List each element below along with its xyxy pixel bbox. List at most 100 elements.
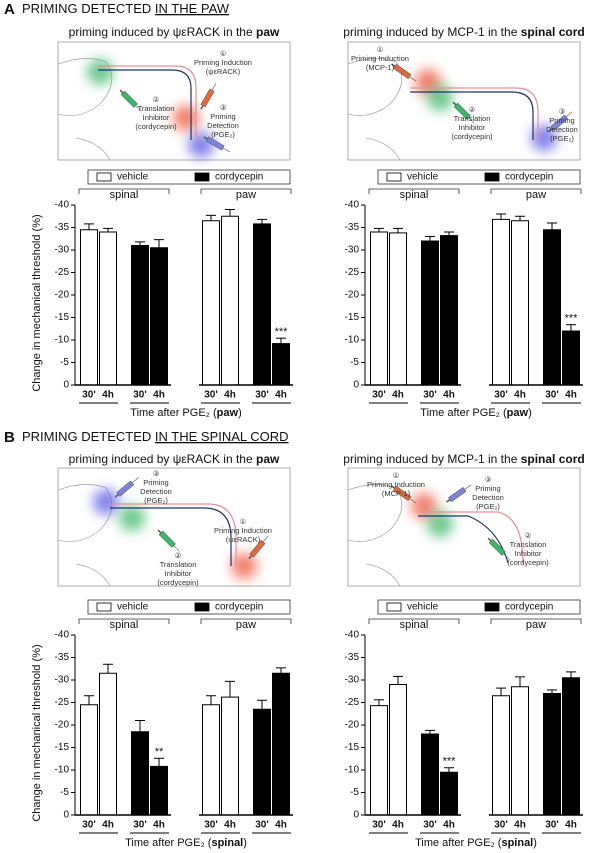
bar xyxy=(440,771,458,816)
syringe-needle xyxy=(262,535,269,543)
x-tick-label: 30' xyxy=(545,820,559,831)
bar xyxy=(99,231,117,386)
spinal-outline xyxy=(347,484,403,587)
panel-title-part: PRIMING DETECTED xyxy=(22,429,155,444)
group-bracket xyxy=(368,188,460,194)
significance: *** xyxy=(275,326,289,338)
nerve xyxy=(410,87,539,140)
bar xyxy=(202,220,220,386)
diagram-label: (PGE₂) xyxy=(144,496,168,505)
diagram-label: Detection xyxy=(207,121,239,130)
diagram-label: Priming Induction xyxy=(351,54,409,63)
x-tick-label: 30' xyxy=(133,820,147,831)
y-tick-label: -30 xyxy=(55,675,70,686)
nerve xyxy=(110,503,237,566)
diagram-label: ② xyxy=(525,531,532,540)
significance: *** xyxy=(565,313,579,325)
panel-letter: A xyxy=(4,1,15,18)
syringe-needle xyxy=(464,484,472,490)
x-axis-label: Time after PGE₂ (paw) xyxy=(130,407,241,419)
legend-frame xyxy=(377,169,581,185)
diagram-label: (cordycepin) xyxy=(157,578,199,587)
syringe-needle xyxy=(409,498,417,504)
bar xyxy=(389,684,407,816)
diagram-label: ① xyxy=(393,471,400,480)
x-axis-label-part: spinal xyxy=(211,837,243,849)
y-tick-label: -15 xyxy=(345,312,360,323)
bar xyxy=(543,229,561,386)
chart-title: priming induced by MCP-1 in the spinal c… xyxy=(343,25,584,39)
diagram-label: ② xyxy=(469,105,476,114)
x-axis-label-part: paw xyxy=(507,407,529,419)
y-tick-label: -35 xyxy=(345,222,360,233)
y-tick-label: -30 xyxy=(55,245,70,256)
diagram-label: Priming xyxy=(549,116,574,125)
syringe-needle xyxy=(409,76,417,82)
panel-title: PRIMING DETECTED IN THE SPINAL CORD xyxy=(22,429,289,444)
panel-letter: B xyxy=(4,429,15,446)
syringe-plunger xyxy=(446,499,451,503)
group-label: spinal xyxy=(110,189,139,201)
x-tick-label: 4h xyxy=(443,820,455,831)
x-axis-label-part: spinal xyxy=(501,837,533,849)
syringe-plunger xyxy=(248,555,253,560)
y-tick-label: 0 xyxy=(353,810,359,821)
syringe-plunger xyxy=(548,127,553,132)
legend-label: vehicle xyxy=(407,602,439,613)
x-tick-label: 4h xyxy=(443,390,455,401)
group-label: paw xyxy=(236,189,256,201)
diagram-label: Priming Induction xyxy=(367,480,425,489)
bar xyxy=(99,672,117,816)
chart-title-part: priming induced by ψεRACK in the xyxy=(69,452,256,466)
x-tick-label: 30' xyxy=(423,820,437,831)
x-tick-label: 30' xyxy=(494,390,508,401)
syringe xyxy=(248,535,269,560)
injection-site xyxy=(119,505,145,531)
nerve xyxy=(418,511,524,564)
diagram-label: Translation xyxy=(454,114,491,123)
significance: *** xyxy=(443,756,457,768)
x-tick-label: 4h xyxy=(392,390,404,401)
injection-site xyxy=(173,105,199,131)
diagram-label: (MCP-1) xyxy=(366,63,395,72)
bar xyxy=(370,705,388,816)
syringe-plunger xyxy=(391,485,396,489)
diagram-label: Inhibitor xyxy=(459,123,486,132)
x-tick-label: 30' xyxy=(255,390,269,401)
diagram-frame xyxy=(57,41,291,161)
x-tick-label: 4h xyxy=(565,820,577,831)
syringe-needle xyxy=(222,147,231,153)
x-tick-label: 30' xyxy=(204,820,218,831)
diagram-frame xyxy=(347,467,581,587)
y-tick-label: -35 xyxy=(55,652,70,663)
syringe-plunger xyxy=(119,89,124,94)
y-tick-label: -20 xyxy=(55,720,70,731)
legend-swatch xyxy=(386,172,402,182)
y-tick-label: -5 xyxy=(60,357,69,368)
x-axis-label-part: Time after PGE₂ ( xyxy=(125,837,212,849)
legend-label: cordycepin xyxy=(215,602,263,613)
syringe-plunger xyxy=(157,529,162,534)
diagram-label: (cordycepin) xyxy=(507,558,549,567)
group-bracket xyxy=(490,618,582,624)
syringe-needle xyxy=(131,477,139,484)
syringe-plunger xyxy=(452,101,457,106)
legend-label: vehicle xyxy=(117,172,149,183)
bar xyxy=(492,218,510,386)
legend-swatch xyxy=(386,602,402,612)
legend-frame xyxy=(377,599,581,615)
legend-label: cordycepin xyxy=(505,172,553,183)
x-tick-label: 30' xyxy=(82,390,96,401)
x-tick-label: 30' xyxy=(545,390,559,401)
legend-swatch xyxy=(484,602,500,612)
bar xyxy=(150,247,168,386)
diagram-label: Priming Induction xyxy=(194,58,252,67)
chart-title-part: spinal cord xyxy=(521,25,585,39)
y-tick-label: -25 xyxy=(55,697,70,708)
nerve xyxy=(98,65,197,140)
x-tick-label: 30' xyxy=(255,820,269,831)
legend-swatch xyxy=(96,602,112,612)
y-tick-label: -40 xyxy=(55,200,70,211)
legend-label: vehicle xyxy=(117,602,149,613)
